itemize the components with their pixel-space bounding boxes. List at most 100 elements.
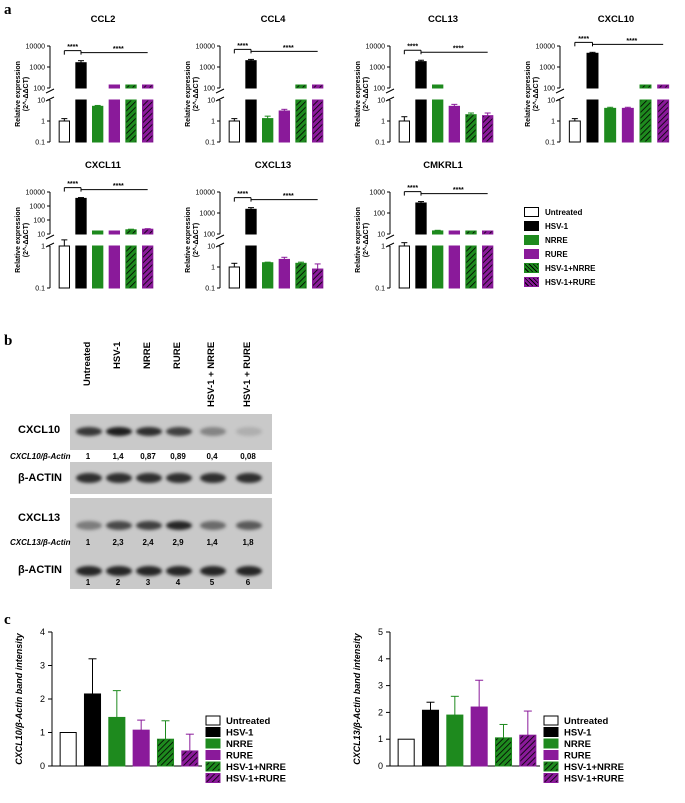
bar [446,714,464,767]
bar-upper [639,84,652,89]
blot-band [136,473,162,483]
bar [397,738,415,767]
y-axis-label: CXCL10/β-Actin band intensity [14,632,24,765]
blot-band [200,473,226,483]
blot-band [136,566,162,576]
y-axis-label: Relative expression [355,207,362,273]
y-tick-label: 4 [378,654,383,664]
y-tick-label: 0.1 [35,286,45,293]
cxcl13-ratio-value: 1,8 [242,538,254,547]
bar [415,99,427,143]
axis-break-mark [555,88,565,94]
legend-label: RURE [564,751,591,762]
bar-upper [432,230,444,235]
legend-label: Untreated [545,207,583,217]
chart-title: CXCL10 [598,14,634,25]
blot-band [200,521,226,530]
bar-upper [142,228,154,235]
bar-upper [465,230,477,235]
y-tick-label: 0.1 [375,140,385,147]
axis-break-mark [215,88,225,94]
significance-label: **** [67,44,78,51]
y-tick-label: 1000 [199,211,215,218]
y-tick-label: 10 [207,244,215,251]
significance-label: **** [453,46,464,53]
blot-band [166,473,192,483]
cxcl10-ratio-value: 0,08 [240,452,256,461]
beta-actin-label: β-ACTIN [18,472,62,484]
legend-label: HSV-1+NRRE [545,263,596,273]
y-tick-label: 1 [381,119,385,126]
legend-label: RURE [226,751,253,762]
lane-number: 1 [85,578,91,587]
bar [470,706,488,767]
legend-swatch [205,738,221,749]
significance-label: **** [237,43,248,50]
bar [604,107,617,143]
bar [75,99,87,143]
y-axis-label-unit: (2^-ΔΔCT) [192,77,200,111]
lane-header: RURE [172,342,183,369]
bar [482,245,494,289]
chart-cxcl11: CXCL11 Relative expression (2^-ΔΔCT) 10000 1… [15,160,154,293]
chart-cxcl10-band-intensity: CXCL10/β-Actin band intensity 0 1 2 3 4 Untrea… [14,627,286,785]
y-tick-label: 0.1 [545,140,555,147]
cxcl13-blot [70,498,272,554]
significance-label: **** [67,181,78,188]
y-tick-label: 0 [378,761,383,771]
bar [108,99,120,143]
bar-upper [142,84,154,89]
blot-figure: Untreated HSV-1 NRRE RURE HSV-1 + NRRE HSV-1 … [10,340,272,589]
y-tick-label: 4 [40,627,45,637]
bar-upper [125,229,137,235]
blot-band [236,566,262,576]
cxcl10-blot [70,414,272,450]
significance-label: **** [626,38,637,45]
y-tick-label: 1000 [29,204,45,211]
bar-upper [75,62,87,89]
significance-label: **** [407,185,418,192]
legend-label: Untreated [226,716,271,727]
beta-actin-label: β-ACTIN [18,564,62,576]
legend-swatch [543,750,559,760]
legend-swatch [205,761,221,772]
y-tick-label: 10000 [26,44,46,51]
y-tick-label: 1 [211,265,215,272]
bar [621,107,634,143]
legend-swatch [543,761,559,772]
y-tick-label: 1000 [369,190,385,197]
bar [519,734,537,767]
legend-swatch [524,263,539,273]
blot-band [106,427,132,436]
bar [108,245,120,289]
bar-upper [92,230,104,235]
legend-label: NRRE [564,739,591,750]
y-tick-label: 10 [37,232,45,239]
y-axis-label: Relative expression [355,61,362,127]
y-tick-label: 10 [207,98,215,105]
y-tick-label: 100 [203,86,215,93]
bar [421,709,440,767]
cxcl13-ratio-value: 2,4 [142,538,154,547]
bar-upper [295,84,307,89]
blot-band [200,427,226,436]
legend-swatch [205,715,221,726]
y-axis-label-unit: (2^-ΔΔCT) [22,223,30,257]
blot-band [106,566,132,576]
bar [278,110,290,143]
legend-swatch [524,235,539,245]
lane-number: 2 [115,578,121,587]
legend-swatch [543,715,559,726]
bar [245,245,257,289]
lane-header: HSV-1 [112,342,123,370]
legend-label: HSV-1+RURE [564,774,624,785]
bar [125,245,137,289]
legend-item: HSV-1+NRRE [524,261,595,275]
panel-label-c: c [4,612,11,628]
lane-number: 4 [175,578,181,587]
bar [312,268,324,289]
bar-upper [657,84,670,89]
cxcl13-label: CXCL13 [18,512,61,524]
bar-upper [586,52,599,89]
